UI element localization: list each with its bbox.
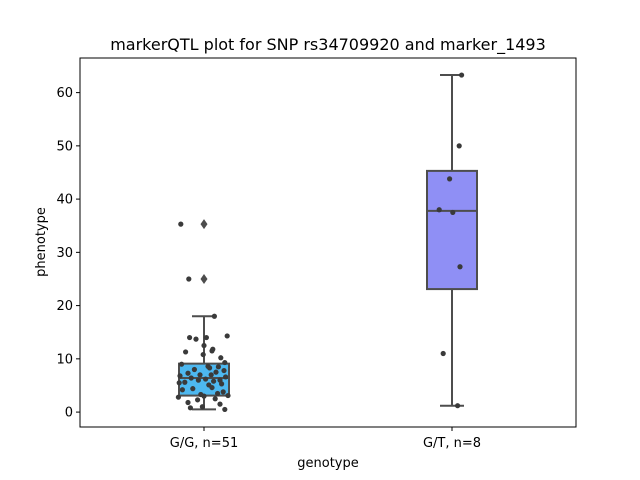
data-point bbox=[177, 373, 183, 379]
data-point bbox=[215, 364, 221, 370]
data-point bbox=[197, 372, 203, 378]
box-iqr bbox=[426, 169, 478, 291]
data-point bbox=[457, 264, 463, 270]
data-point bbox=[455, 403, 461, 409]
data-point bbox=[200, 351, 206, 358]
y-tick-label: 50 bbox=[56, 139, 73, 154]
data-point bbox=[219, 381, 225, 387]
data-point bbox=[186, 276, 192, 282]
chart-marks bbox=[175, 72, 478, 413]
y-axis: 0 10 20 30 40 50 60 bbox=[56, 86, 80, 421]
data-point bbox=[201, 342, 207, 349]
data-point bbox=[182, 379, 188, 385]
data-point bbox=[450, 209, 456, 216]
data-point bbox=[222, 406, 228, 413]
data-point bbox=[199, 404, 205, 410]
data-point bbox=[222, 359, 228, 366]
axes-frame bbox=[79, 57, 577, 428]
data-point bbox=[220, 389, 226, 395]
data-point bbox=[208, 372, 214, 378]
data-point bbox=[185, 399, 191, 406]
y-tick-label: 60 bbox=[56, 86, 73, 101]
data-point bbox=[212, 396, 218, 402]
data-point bbox=[221, 367, 227, 374]
data-point bbox=[224, 333, 230, 339]
y-tick-label: 10 bbox=[56, 352, 73, 367]
data-point bbox=[456, 143, 462, 149]
data-point bbox=[203, 376, 209, 382]
data-point bbox=[176, 380, 182, 386]
y-tick-label: 30 bbox=[56, 246, 73, 261]
box-group bbox=[426, 74, 478, 407]
y-tick-label: 40 bbox=[56, 193, 73, 208]
strip-points bbox=[436, 72, 465, 409]
data-point bbox=[211, 313, 217, 319]
data-point bbox=[225, 392, 231, 399]
x-tick-label: G/G, n=51 bbox=[170, 436, 238, 451]
data-point bbox=[209, 384, 215, 391]
data-point bbox=[447, 176, 453, 182]
data-point bbox=[187, 334, 193, 341]
data-point bbox=[213, 369, 219, 375]
data-point bbox=[187, 405, 193, 411]
data-point bbox=[178, 221, 184, 227]
chart-title: markerQTL plot for SNP rs34709920 and ma… bbox=[110, 35, 546, 55]
data-point bbox=[185, 370, 191, 376]
y-tick-label: 20 bbox=[56, 299, 73, 314]
data-point bbox=[217, 401, 223, 407]
x-axis: G/G, n=51 G/T, n=8 bbox=[170, 427, 481, 451]
data-point bbox=[179, 387, 185, 393]
data-point bbox=[195, 377, 201, 383]
data-point bbox=[223, 374, 229, 380]
strip-points bbox=[175, 221, 231, 413]
data-point bbox=[215, 390, 221, 397]
data-point bbox=[218, 355, 224, 361]
outlier-point bbox=[200, 273, 208, 284]
data-point bbox=[203, 334, 209, 341]
data-point bbox=[201, 393, 207, 399]
data-point bbox=[191, 366, 197, 373]
data-point bbox=[209, 348, 215, 354]
data-point bbox=[188, 375, 194, 381]
x-tick-label: G/T, n=8 bbox=[423, 436, 481, 451]
data-point bbox=[440, 350, 446, 357]
data-point bbox=[183, 349, 189, 355]
data-point bbox=[211, 378, 217, 384]
y-tick-label: 0 bbox=[65, 406, 73, 421]
data-point bbox=[193, 336, 199, 342]
data-point bbox=[207, 365, 213, 371]
outlier-point bbox=[200, 219, 208, 230]
data-point bbox=[175, 394, 181, 400]
data-point bbox=[436, 207, 442, 213]
y-axis-title: phenotype bbox=[34, 207, 49, 277]
data-point bbox=[459, 72, 465, 78]
data-point bbox=[190, 386, 196, 392]
data-point bbox=[179, 361, 185, 367]
data-point bbox=[195, 397, 201, 403]
x-axis-title: genotype bbox=[297, 456, 358, 471]
